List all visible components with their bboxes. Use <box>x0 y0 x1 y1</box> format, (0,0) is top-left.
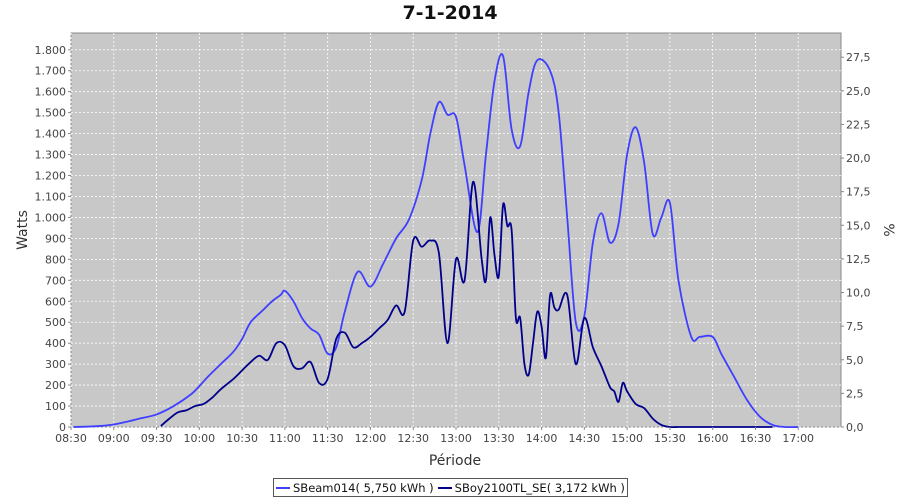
series-lines <box>73 53 799 429</box>
y-tick-label: 1.400 <box>35 128 67 141</box>
y-tick-label: 400 <box>45 337 66 350</box>
y-right-tick-label: 0,0 <box>846 421 864 434</box>
x-tick-label: 17:00 <box>782 432 814 445</box>
legend-item-series-1: SBeam014( 5,750 kWh ) <box>276 481 434 495</box>
x-tick-label: 11:00 <box>269 432 301 445</box>
x-tick-label: 09:30 <box>141 432 173 445</box>
y-right-tick-label: 20,0 <box>846 152 871 165</box>
y-right-tick-label: 22,5 <box>846 118 871 131</box>
y-axis-title: Watts <box>15 210 31 250</box>
y-tick-label: 0 <box>59 421 66 434</box>
y-right-tick-label: 25,0 <box>846 85 871 98</box>
series-line-2 <box>160 180 773 429</box>
legend-swatch-series-1 <box>276 486 290 489</box>
x-tick-label: 15:00 <box>611 432 643 445</box>
x-tick-label: 12:30 <box>397 432 429 445</box>
y-tick-label: 1.600 <box>35 86 67 99</box>
y-axis-right-title: % <box>880 223 896 236</box>
x-tick-label: 09:00 <box>98 432 130 445</box>
x-tick-label: 13:00 <box>440 432 472 445</box>
x-tick-label: 12:00 <box>355 432 387 445</box>
y-tick-label: 800 <box>45 253 66 266</box>
legend-item-series-2: SBoy2100TL_SE( 3,172 kWh ) <box>437 480 625 495</box>
legend-label-series-1: SBeam014( 5,750 kWh ) <box>293 480 434 495</box>
legend: SBeam014( 5,750 kWh ) SBoy2100TL_SE( 3,1… <box>273 478 628 497</box>
y-tick-label: 700 <box>45 274 66 287</box>
y-tick-label: 900 <box>45 232 66 245</box>
legend-label-series-2: SBoy2100TL_SE( 3,172 kWh ) <box>454 480 625 495</box>
series-line-1 <box>73 53 799 429</box>
x-tick-label: 11:30 <box>312 432 344 445</box>
y-right-tick-label: 7,5 <box>846 320 864 333</box>
y-tick-label: 600 <box>45 295 66 308</box>
x-tick-label: 13:30 <box>483 432 515 445</box>
y-tick-label: 500 <box>45 316 66 329</box>
x-tick-label: 10:30 <box>226 432 258 445</box>
y-tick-label: 1.500 <box>35 107 67 120</box>
x-tick-label: 10:00 <box>183 432 215 445</box>
y-right-tick-label: 12,5 <box>846 253 871 266</box>
grid <box>70 33 841 428</box>
axes: 0 100 200 300 400 500 600 700 800 900 1.000 1.100 1.… <box>35 44 871 445</box>
x-tick-label: 14:30 <box>568 432 600 445</box>
y-right-tick-label: 2,5 <box>846 387 864 400</box>
y-tick-label: 1.300 <box>35 149 67 162</box>
y-right-tick-label: 17,5 <box>846 186 871 199</box>
y-tick-label: 1.800 <box>35 44 67 57</box>
legend-swatch-series-2 <box>437 486 452 489</box>
y-right-tick-label: 10,0 <box>846 287 871 300</box>
y-right-tick-label: 15,0 <box>846 219 871 232</box>
x-tick-label: 08:30 <box>55 432 87 445</box>
x-axis-title: Période <box>429 453 481 469</box>
x-tick-label: 15:30 <box>654 432 686 445</box>
x-tick-label: 14:00 <box>526 432 558 445</box>
y-tick-label: 100 <box>45 400 66 413</box>
chart: 0 100 200 300 400 500 600 700 800 900 1.000 1.100 1.… <box>15 32 896 469</box>
y-tick-label: 1.100 <box>35 190 67 203</box>
x-tick-label: 16:30 <box>740 432 772 445</box>
y-tick-label: 1.700 <box>35 65 67 78</box>
y-tick-label: 200 <box>45 379 66 392</box>
chart-title: 7-1-2014 <box>402 2 498 24</box>
y-tick-label: 1.200 <box>35 170 67 183</box>
y-right-tick-label: 5,0 <box>846 354 864 367</box>
y-tick-label: 300 <box>45 358 66 371</box>
y-right-tick-label: 27,5 <box>846 51 871 64</box>
y-tick-label: 1.000 <box>35 211 67 224</box>
x-tick-label: 16:00 <box>697 432 729 445</box>
